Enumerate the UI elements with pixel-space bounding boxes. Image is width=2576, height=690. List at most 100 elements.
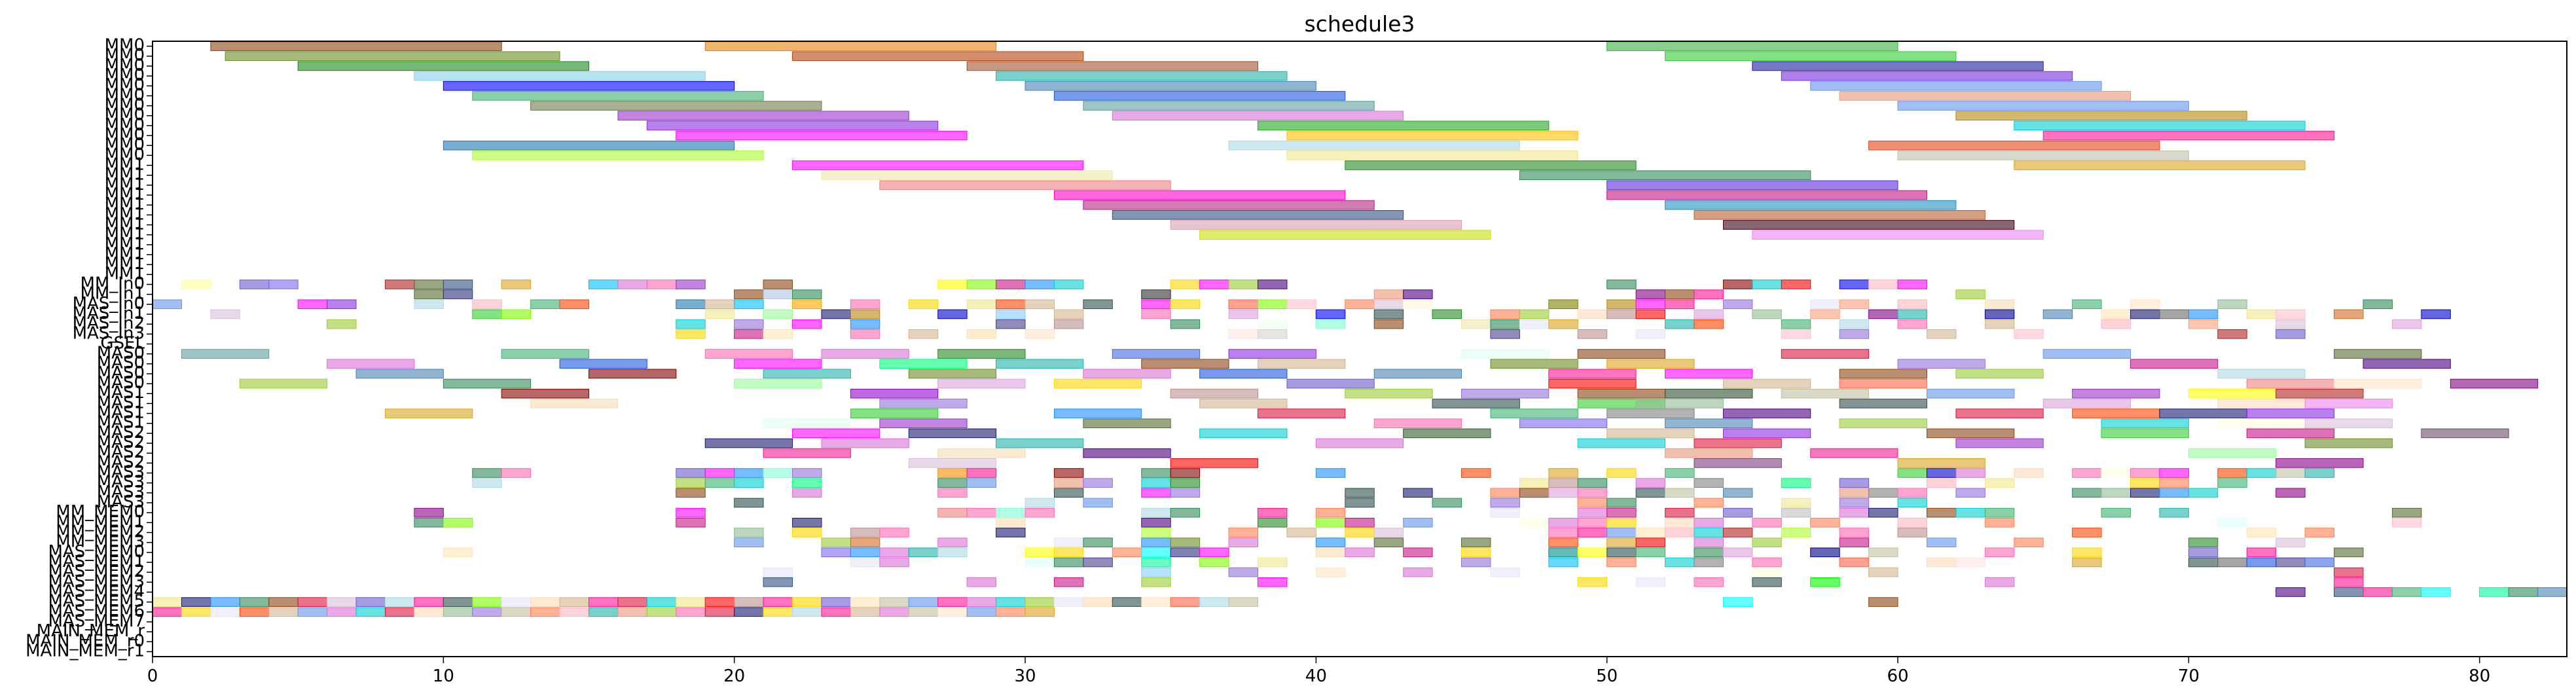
y-tick-label: MAS3 [97,463,145,482]
task-bar [763,418,851,429]
task-bar [1025,557,1055,568]
task-bar [996,597,1026,607]
task-bar [966,468,997,478]
task-bar [2188,488,2219,498]
task-bar [1839,507,1870,518]
task-bar [414,289,444,299]
task-bar [908,428,997,439]
task-bar [2246,428,2335,439]
task-bar [676,607,706,617]
task-bar [414,597,444,607]
task-bar [792,468,822,478]
task-bar [1257,329,1288,339]
task-bar [1897,458,1986,468]
task-bar [676,299,706,310]
task-bar [1694,478,1724,488]
task-bar [1548,478,1578,488]
task-bar [1141,359,1229,369]
task-bar [1665,299,1695,310]
task-bar [850,597,880,607]
task-bar [2334,349,2422,359]
task-bar [937,448,1026,458]
task-bar [2276,309,2306,319]
y-tick-label: MM0 [105,135,145,154]
task-bar [1635,399,1724,409]
task-bar [1926,557,1957,568]
task-bar [414,280,444,289]
task-bar [1839,91,2131,101]
task-bar [1752,557,1782,568]
y-tick-label: MAS_MEM2 [48,562,145,581]
task-bar [501,349,590,359]
task-bar [937,507,968,518]
task-bar [2014,468,2044,478]
task-bar [1722,378,1811,389]
task-bar [1345,547,1375,558]
task-bar [530,399,619,409]
task-bar [1635,478,1666,488]
task-bar [1432,498,1462,508]
task-bar [443,607,473,617]
task-bar [2391,587,2422,597]
task-bar [1548,518,1578,528]
task-bar [1461,537,1491,547]
task-bar [1606,299,1637,310]
task-bar [763,597,793,607]
task-bar [1345,518,1375,528]
task-bar [1345,299,1375,310]
task-bar [1228,299,1258,310]
task-bar [1257,518,1288,528]
y-tick-label: MAS1 [97,413,145,433]
task-bar [792,518,822,528]
task-bar [1635,537,1666,547]
task-bar [1752,61,2044,71]
task-bar [792,319,822,329]
y-tick-label: MM0 [105,96,145,115]
task-bar [443,289,473,299]
task-bar [1490,409,1578,418]
task-bar [908,547,939,558]
task-bar [2188,448,2277,458]
task-bar [2334,378,2422,389]
task-bar [996,71,1288,81]
task-bar [1926,468,1957,478]
task-bar [1635,488,1666,498]
task-bar [1170,458,1258,468]
y-tick-label: MAS_MEM1 [48,552,145,572]
task-bar [1694,498,1724,508]
task-bar [2159,488,2189,498]
y-tick-label: MAS1 [97,383,145,403]
task-bar [225,51,560,62]
x-tick-label: 0 [147,666,158,686]
task-bar [617,607,647,617]
x-tick-label: 20 [723,666,745,686]
task-bar [1781,349,1870,359]
task-bar [1752,537,1782,547]
task-bar [2217,418,2306,429]
task-bar [734,289,764,299]
task-bar [1665,507,1695,518]
task-bar [1141,488,1171,498]
task-bar [1170,488,1201,498]
task-bar [1839,369,1927,379]
task-bar [763,577,793,587]
task-bar [966,329,997,339]
y-tick-label: MM0 [105,56,145,75]
y-tick-label: MAS1 [97,393,145,412]
task-bar [1868,597,1898,607]
task-bar [210,607,240,617]
task-bar [1606,190,1927,200]
y-axis: MM0MM0MM0MM0MM0MM0MM0MM0MM0MM0MM0MM0MM1M… [26,36,153,661]
task-bar [676,488,706,498]
task-bar [2304,418,2393,429]
task-bar [268,607,299,617]
task-bar [996,280,1026,289]
task-bar [2188,547,2219,558]
task-bar [1839,280,1870,289]
task-bar [327,299,357,310]
task-bar [443,140,735,151]
task-bar [2130,299,2160,310]
task-bar [966,299,997,310]
task-bar [734,329,764,339]
task-bar [501,468,532,478]
